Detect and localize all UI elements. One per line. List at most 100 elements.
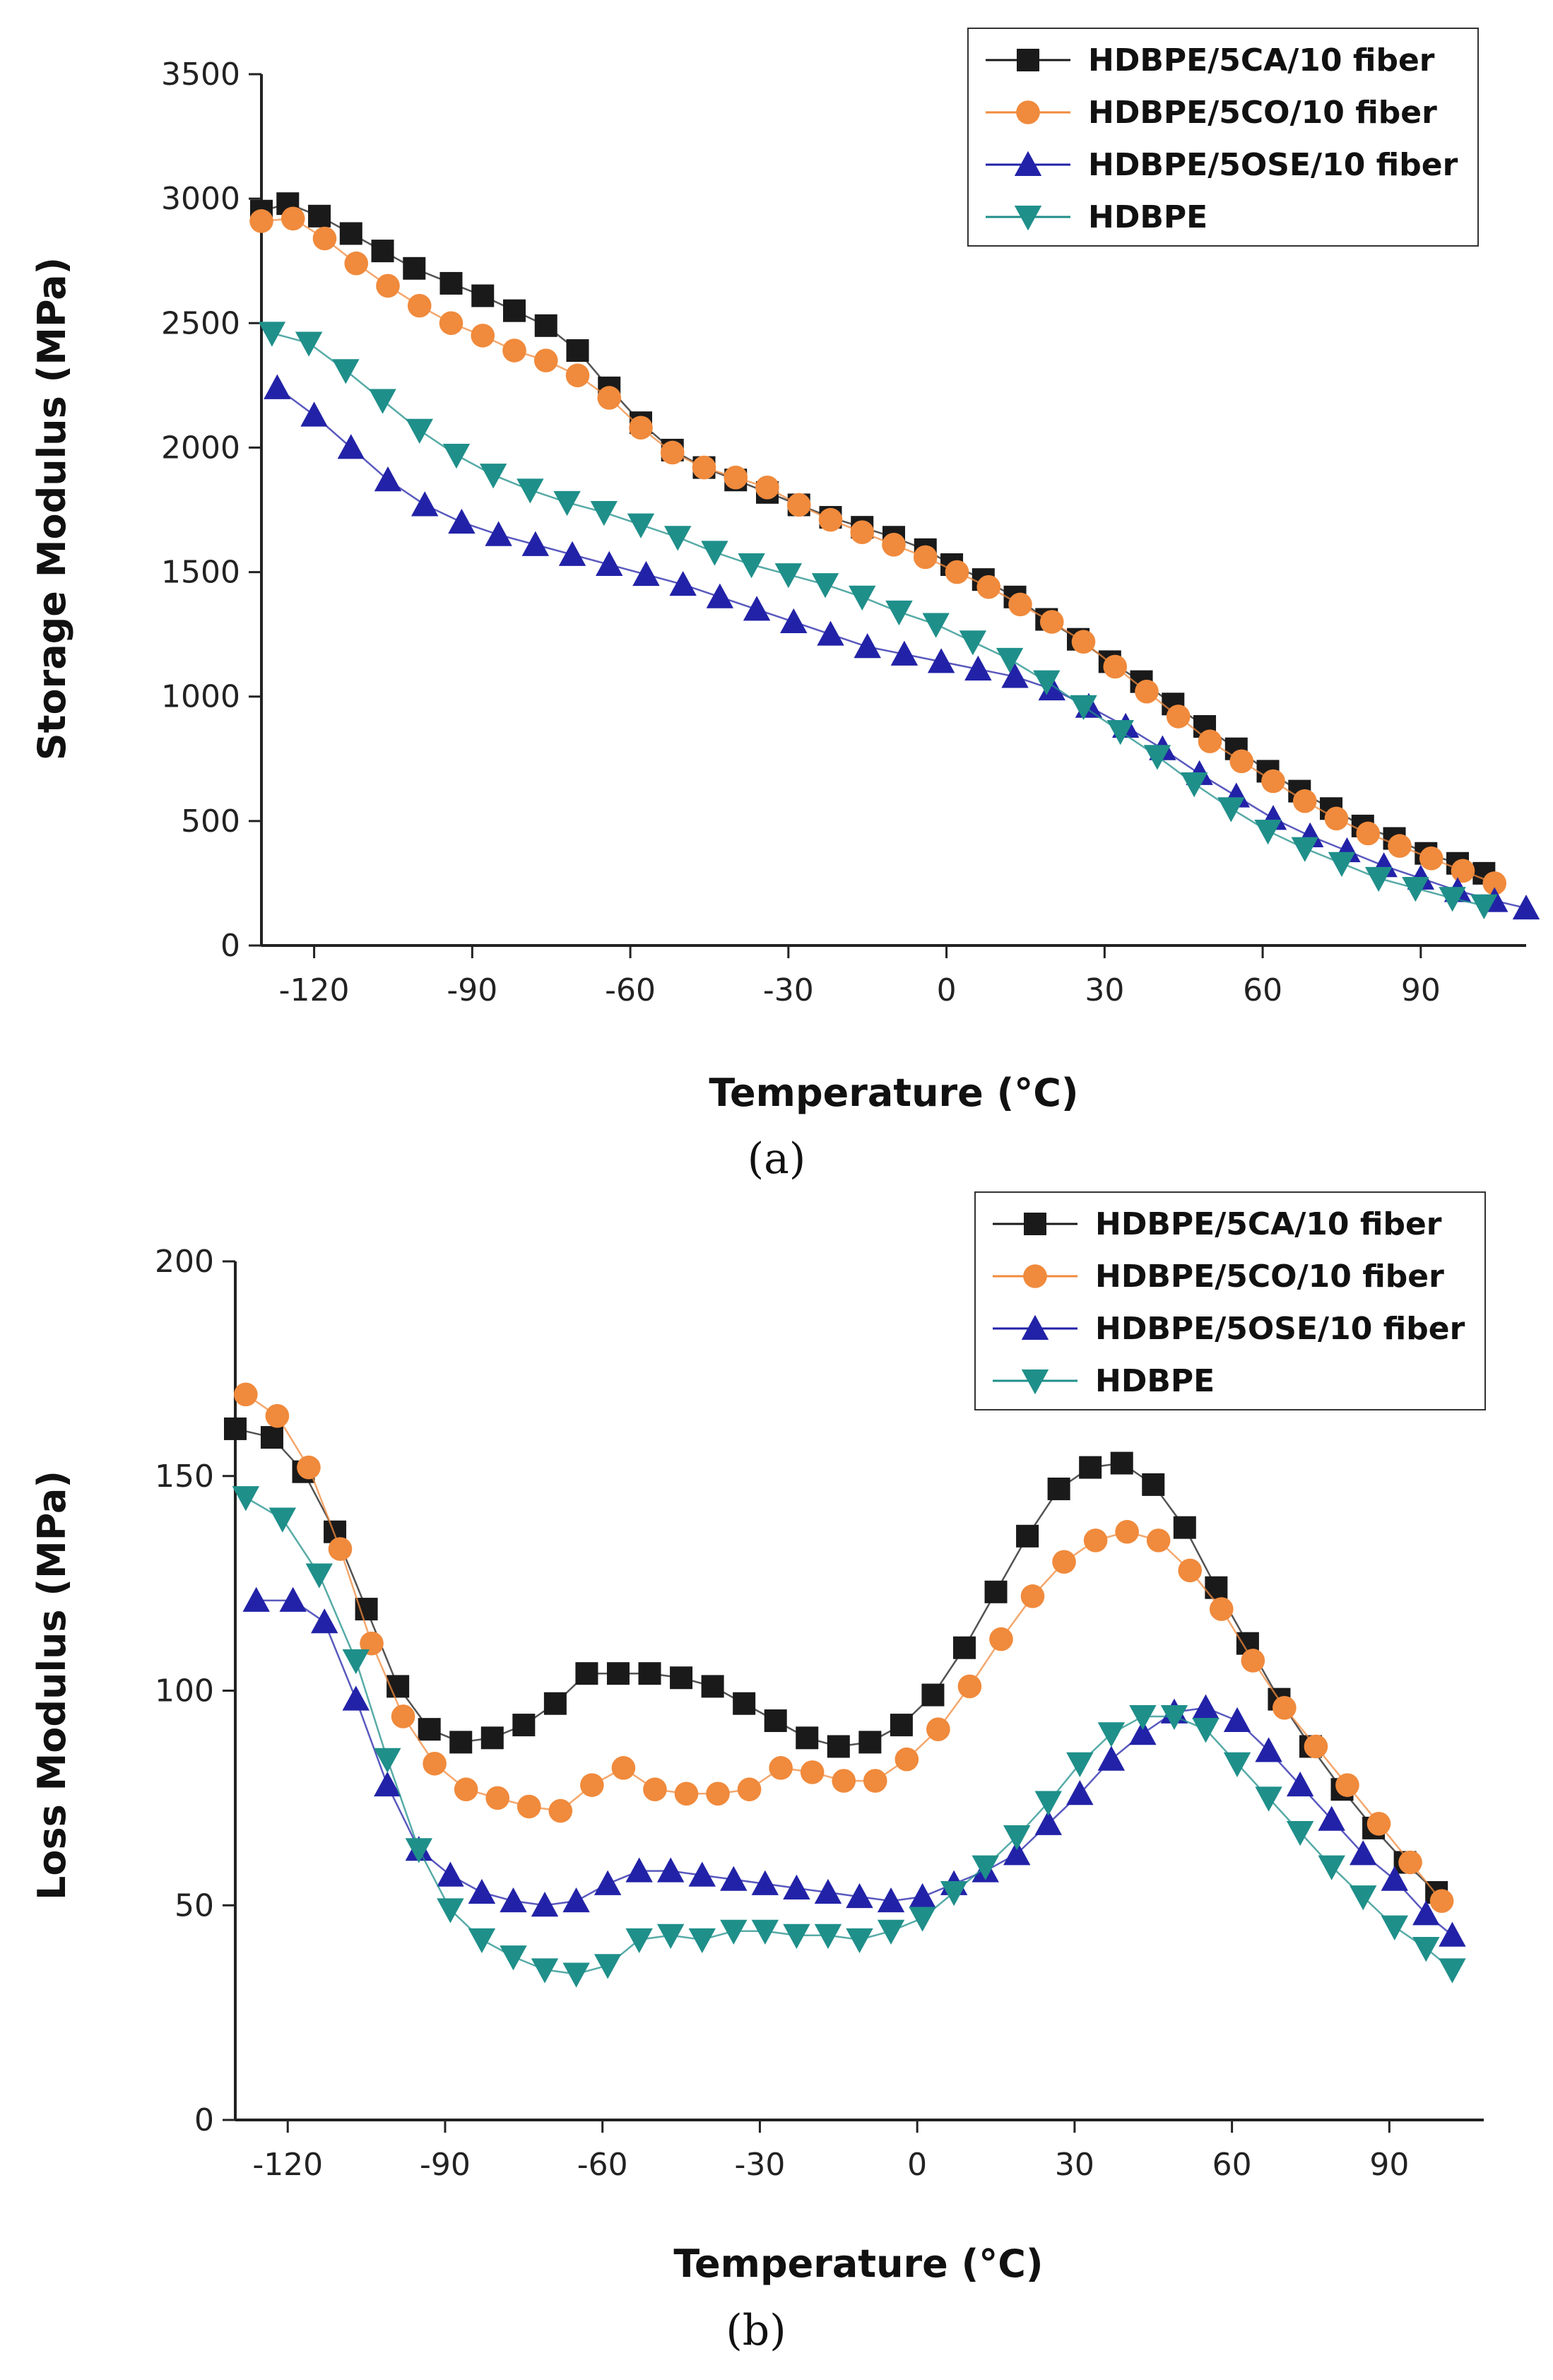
panel-a-data-point	[1356, 821, 1381, 846]
panel-a-data-point	[1261, 769, 1285, 794]
panel-b-y-tick-label: 50	[175, 1887, 214, 1924]
panel-a-x-tick-label: -60	[605, 972, 656, 1008]
panel-a-data-point	[565, 363, 590, 388]
panel-b-data-point	[1209, 1597, 1234, 1621]
panel-b-data-point	[625, 1928, 653, 1954]
panel-b-legend-marker	[1024, 1213, 1046, 1235]
panel-b-data-point	[437, 1861, 464, 1887]
panel-a-legend-item: HDBPE/5OSE/10 fiber	[986, 147, 1458, 183]
panel-b-data-point	[769, 1756, 793, 1780]
panel-a-series-0	[250, 192, 1496, 885]
panel-b-data-point	[1286, 1820, 1314, 1846]
panel-b-data-point	[297, 1455, 321, 1480]
panel-b-data-point	[1129, 1704, 1157, 1731]
panel-b-data-point	[485, 1786, 510, 1810]
panel-a-data-point	[534, 314, 557, 337]
panel-a-data-point	[1039, 610, 1064, 634]
panel-b-data-point	[1146, 1528, 1171, 1553]
panel-b-data-point	[594, 1954, 622, 1979]
panel-b-data-point	[328, 1537, 353, 1561]
panel-b-legend-item: HDBPE/5OSE/10 fiber	[993, 1311, 1465, 1347]
panel-a-data-point	[1402, 876, 1429, 902]
panel-b-data-point	[232, 1486, 260, 1512]
panel-b-y-tick-label: 200	[155, 1244, 214, 1280]
panel-a-data-point	[964, 655, 992, 681]
panel-b-data-point	[638, 1662, 661, 1685]
panel-b-data-point	[1335, 1773, 1359, 1797]
panel-a-legend-item: HDBPE/5CO/10 fiber	[986, 95, 1437, 131]
panel-b-data-point	[1097, 1745, 1126, 1771]
panel-b-data-point	[562, 1887, 590, 1913]
panel-a-legend-marker	[1014, 151, 1042, 176]
panel-a-data-point	[1482, 871, 1507, 895]
panel-a-data-point	[890, 640, 919, 666]
panel-b-data-point	[783, 1924, 810, 1949]
panel-b-legend-label: HDBPE/5OSE/10 fiber	[1095, 1311, 1465, 1347]
panel-b-series-3	[232, 1486, 1466, 1988]
panel-a-data-point	[885, 600, 913, 626]
panel-b-data-point	[989, 1627, 1013, 1651]
panel-a-legend-marker	[1016, 100, 1040, 124]
panel-b-data-point	[1429, 1889, 1454, 1913]
panel-a-x-tick-label: -90	[447, 972, 497, 1008]
panel-a-data-point	[300, 401, 328, 427]
panel-b-data-point	[265, 1403, 290, 1428]
panel-a-data-point	[811, 573, 839, 599]
panel-b-data-point	[846, 1883, 873, 1909]
panel-b-data-point	[894, 1747, 919, 1772]
panel-b-data-point	[1318, 1855, 1345, 1880]
panel-a-data-point	[945, 560, 969, 584]
panel-b-data-point	[355, 1598, 378, 1621]
panel-b-legend: HDBPE/5CA/10 fiber HDBPE/5CO/10 fiber HDBP…	[974, 1191, 1486, 1410]
panel-a-x-tick-label: 0	[937, 972, 957, 1008]
panel-a-data-point	[312, 226, 337, 251]
panel-a-data-point	[701, 541, 728, 566]
panel-b-data-point	[701, 1675, 724, 1698]
panel-b-data-point	[751, 1919, 779, 1945]
panel-a-data-point	[1198, 729, 1222, 753]
panel-b-data-point	[643, 1777, 667, 1802]
panel-b-legend-marker	[1021, 1369, 1049, 1395]
panel-a-data-point	[471, 324, 495, 348]
panel-a-legend-marker	[1017, 49, 1039, 71]
panel-b-data-point	[279, 1586, 307, 1612]
panel-b-data-point	[657, 1924, 685, 1949]
panel-b-data-point	[512, 1714, 536, 1737]
panel-b-data-point	[972, 1855, 999, 1880]
panel-b-data-point	[909, 1883, 936, 1909]
panel-b-data-point	[952, 1636, 976, 1659]
panel-a-data-point	[407, 293, 432, 318]
panel-b-legend-marker	[1021, 1314, 1049, 1340]
panel-b-x-tick-label: -30	[734, 2147, 785, 2183]
panel-a-data-point	[442, 443, 471, 469]
panel-b-series	[224, 1382, 1466, 1988]
panel-b-data-point	[500, 1945, 527, 1971]
panel-a-data-point	[959, 630, 987, 656]
panel-a-data-point	[1292, 789, 1317, 813]
panel-a-data-point	[627, 513, 655, 538]
panel-a-data-point	[374, 466, 402, 492]
panel-a-x-axis-title: Temperature (°C)	[709, 1071, 1078, 1115]
panel-b-data-point	[1412, 1937, 1440, 1962]
panel-a-data-point	[996, 647, 1024, 673]
panel-b-data-point	[437, 1898, 464, 1924]
panel-b-data-point	[516, 1794, 541, 1819]
panel-a-data-point	[558, 541, 586, 566]
panel-a-y-tick-label: 3000	[161, 181, 240, 217]
panel-a-series-2	[264, 374, 1540, 920]
panel-a-data-point	[1254, 819, 1282, 845]
panel-b-data-point	[575, 1662, 598, 1685]
panel-b-x-tick-label: 0	[907, 2147, 927, 2183]
panel-b-data-point	[1318, 1805, 1345, 1831]
panel-b-data-point	[800, 1760, 825, 1784]
panel-a-data-point	[376, 273, 400, 298]
panel-a-data-point	[1070, 695, 1097, 721]
panel-a-data-point	[817, 620, 844, 646]
panel-b-data-point	[1439, 1921, 1466, 1947]
panel-b-data-point	[1412, 1900, 1440, 1926]
panel-a-data-point	[743, 596, 771, 621]
panel-b-data-point	[374, 1748, 401, 1773]
panel-b-legend-marker	[1023, 1264, 1047, 1288]
panel-b-data-point	[405, 1838, 433, 1863]
panel-a-data-point	[264, 374, 291, 399]
